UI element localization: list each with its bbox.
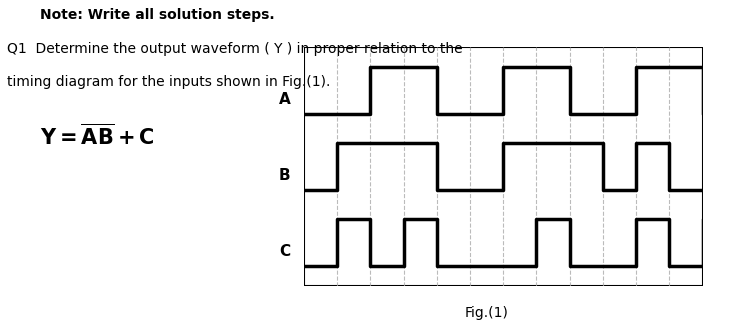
- Text: Q1  Determine the output waveform ( Y ) in proper relation to the: Q1 Determine the output waveform ( Y ) i…: [7, 42, 463, 56]
- Text: B: B: [279, 168, 291, 183]
- Text: Note: Write all solution steps.: Note: Write all solution steps.: [40, 8, 275, 22]
- Text: timing diagram for the inputs shown in Fig.(1).: timing diagram for the inputs shown in F…: [7, 75, 331, 89]
- Text: Fig.(1): Fig.(1): [465, 306, 509, 320]
- Text: A: A: [279, 92, 291, 107]
- Text: C: C: [280, 244, 291, 259]
- Text: $\mathbf{Y = \overline{AB} + C}$: $\mathbf{Y = \overline{AB} + C}$: [40, 123, 154, 149]
